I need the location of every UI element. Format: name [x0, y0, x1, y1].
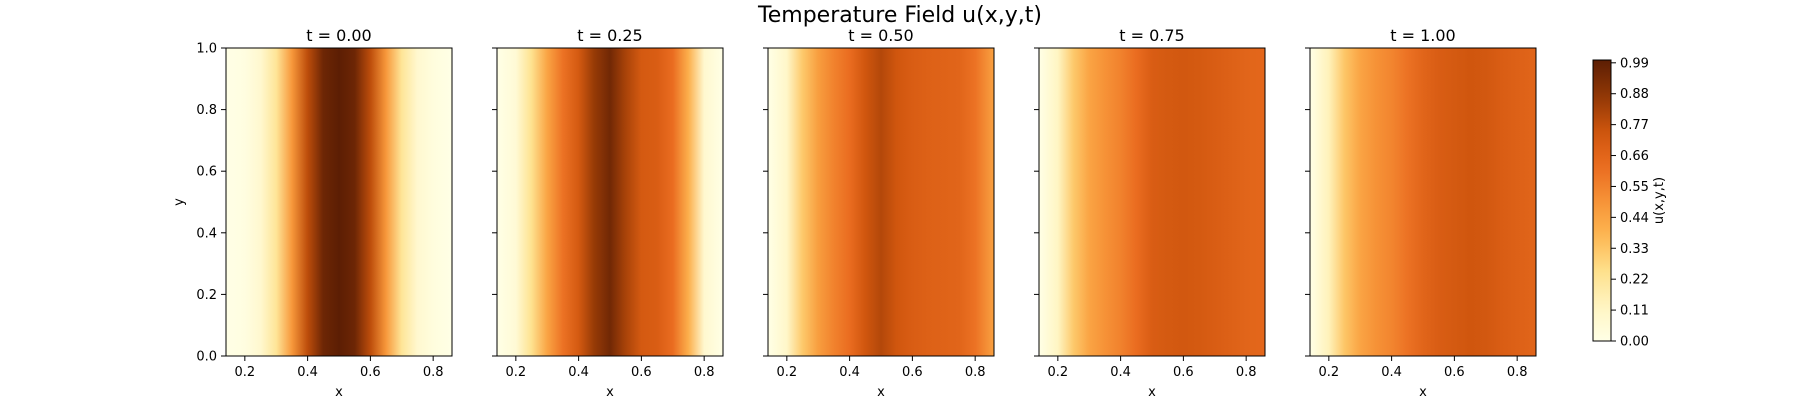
x-tick-label: 0.2 — [1318, 365, 1339, 380]
x-tick-label: 0.2 — [505, 365, 526, 380]
y-tick-label: 0.8 — [196, 103, 217, 118]
panel-title: t = 1.00 — [1390, 26, 1455, 45]
x-tick-label: 0.2 — [234, 365, 255, 380]
x-tick-label: 0.8 — [423, 365, 444, 380]
x-tick-label: 0.8 — [1236, 365, 1257, 380]
y-axis-label: y — [172, 198, 187, 206]
y-tick-label: 0.0 — [196, 350, 217, 365]
x-tick-label: 0.4 — [839, 365, 860, 380]
colorbar-tick-label: 0.66 — [1620, 149, 1649, 164]
heatmap-field — [1310, 48, 1536, 356]
x-tick-label: 0.8 — [1507, 365, 1528, 380]
heatmap-field — [497, 48, 723, 356]
colorbar-tick-label: 0.33 — [1620, 242, 1649, 257]
colorbar-label: u(x,y,t) — [1652, 177, 1667, 224]
x-tick-label: 0.8 — [694, 365, 715, 380]
colorbar-tick-label: 0.99 — [1620, 56, 1649, 71]
colorbar-tick-label: 0.55 — [1620, 180, 1649, 195]
x-tick-label: 0.2 — [1047, 365, 1068, 380]
x-tick-label: 0.6 — [1444, 365, 1465, 380]
panels-group: t = 0.00 0.2 0.4 0.6 0.8 x 0.0 0.2 0.4 0.6 0.8 1.0 y… — [172, 26, 1536, 400]
colorbar-tick-label: 0.88 — [1620, 87, 1649, 102]
colorbar-tick-label: 0.00 — [1620, 335, 1649, 350]
y-tick-label: 0.6 — [196, 165, 217, 180]
heatmap-panel: t = 1.00 0.2 0.4 0.6 0.8 x — [1305, 26, 1536, 400]
x-axis-label: x — [1148, 385, 1156, 400]
panel-title: t = 0.00 — [306, 26, 371, 45]
x-tick-label: 0.4 — [297, 365, 318, 380]
y-tick-label: 0.4 — [196, 226, 217, 241]
x-axis-label: x — [606, 385, 614, 400]
x-tick-label: 0.6 — [631, 365, 652, 380]
x-axis-label: x — [335, 385, 343, 400]
x-tick-label: 0.4 — [568, 365, 589, 380]
x-tick-label: 0.6 — [360, 365, 381, 380]
x-tick-label: 0.4 — [1381, 365, 1402, 380]
heatmap-panel: t = 0.00 0.2 0.4 0.6 0.8 x 0.0 0.2 0.4 0.6 0.8 1.0 y — [172, 26, 452, 400]
heatmap-field — [226, 48, 452, 356]
x-tick-label: 0.2 — [776, 365, 797, 380]
heatmap-field — [1039, 48, 1265, 356]
x-tick-label: 0.6 — [902, 365, 923, 380]
y-tick-label: 1.0 — [196, 42, 217, 57]
colorbar: 0.00 0.11 0.22 0.33 0.44 0.55 0.66 0.77 0.88 0.99… — [1593, 56, 1667, 349]
panel-title: t = 0.50 — [848, 26, 913, 45]
heatmap-panel: t = 0.25 0.2 0.4 0.6 0.8 x — [492, 26, 723, 400]
panel-title: t = 0.75 — [1119, 26, 1184, 45]
colorbar-tick-label: 0.22 — [1620, 273, 1649, 288]
x-tick-label: 0.4 — [1110, 365, 1131, 380]
heatmap-panel: t = 0.75 0.2 0.4 0.6 0.8 x — [1034, 26, 1265, 400]
colorbar-tick-label: 0.44 — [1620, 211, 1649, 226]
panel-title: t = 0.25 — [577, 26, 642, 45]
x-tick-label: 0.6 — [1173, 365, 1194, 380]
x-tick-label: 0.8 — [965, 365, 986, 380]
y-tick-label: 0.2 — [196, 288, 217, 303]
x-axis-label: x — [1419, 385, 1427, 400]
colorbar-tick-label: 0.11 — [1620, 304, 1649, 319]
x-axis-label: x — [877, 385, 885, 400]
colorbar-bar — [1593, 60, 1611, 341]
colorbar-tick-label: 0.77 — [1620, 118, 1649, 133]
heatmap-panel: t = 0.50 0.2 0.4 0.6 0.8 x — [763, 26, 994, 400]
heatmap-field — [768, 48, 994, 356]
